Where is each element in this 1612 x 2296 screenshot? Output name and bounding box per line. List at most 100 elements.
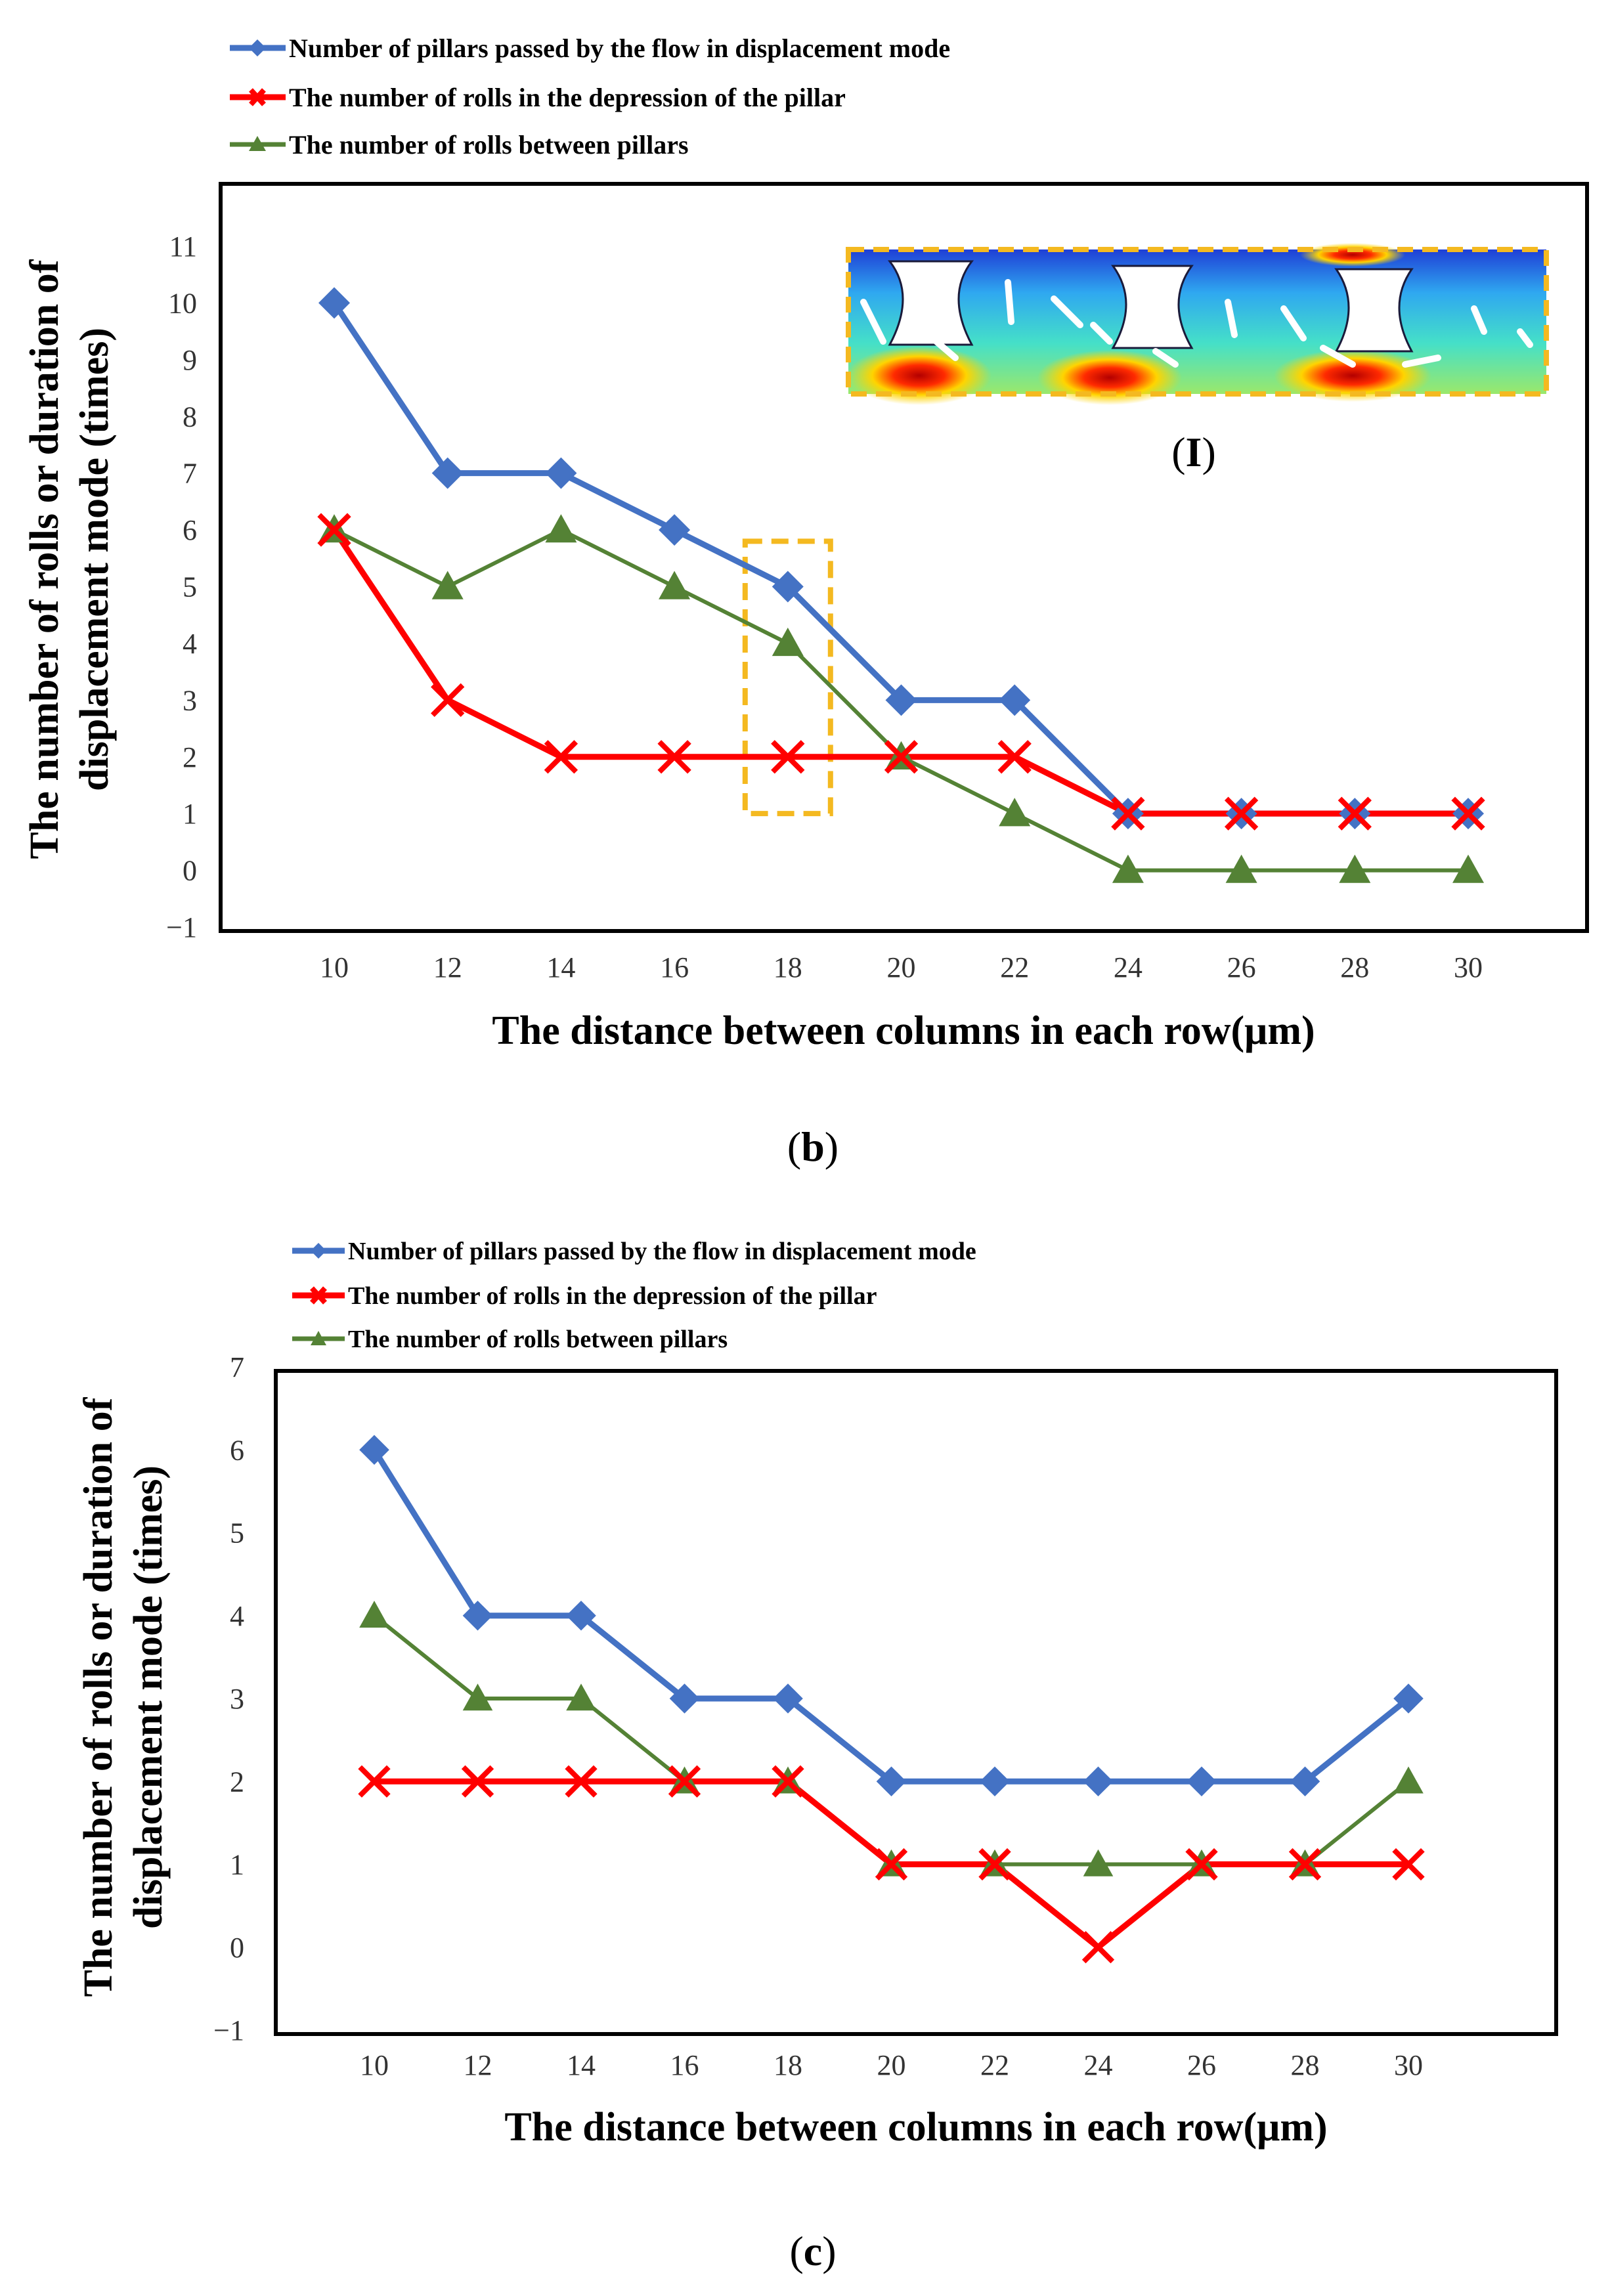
x-tick-label: 26 <box>1227 951 1256 984</box>
x-tick-label: 30 <box>1454 951 1483 984</box>
data-point-diamond <box>431 457 464 489</box>
y-tick-label: 8 <box>183 401 197 433</box>
x-axis-ticks-b: 10 12 14 16 18 20 22 24 26 28 30 <box>320 951 1483 984</box>
data-point-triangle <box>1339 854 1371 883</box>
data-point-triangle <box>1452 854 1484 883</box>
data-point-diamond <box>772 571 804 603</box>
data-point-triangle <box>659 571 691 599</box>
x-tick-label: 30 <box>1394 2049 1423 2081</box>
x-tick-label: 18 <box>773 951 802 984</box>
x-tick-label: 10 <box>360 2049 389 2081</box>
x-tick-label: 16 <box>660 951 689 984</box>
data-point-triangle <box>545 514 577 543</box>
y-axis-title-c: The number of rolls or duration of displ… <box>76 1397 171 1997</box>
data-point-diamond <box>999 684 1031 716</box>
inset-pillar <box>887 260 1414 353</box>
y-axis-ticks-c: 7 6 5 4 3 2 1 0 −1 <box>213 1351 244 2047</box>
data-point-x <box>997 740 1032 774</box>
series-line-diamond <box>372 1448 1410 1785</box>
y-tick-label: 6 <box>230 1434 244 1466</box>
x-axis-ticks-c: 10 12 14 16 18 20 22 24 26 28 30 <box>360 2049 1423 2081</box>
plot-area-c <box>274 1369 1558 2036</box>
data-point-diamond <box>1393 1683 1424 1714</box>
data-point-triangle <box>999 798 1031 827</box>
data-point-diamond <box>659 514 691 546</box>
legend-b-label-1: Number of pillars passed by the flow in … <box>289 33 950 63</box>
y-axis-title-b-line2: displacement mode (times) <box>72 328 117 791</box>
legend-c-item-1: Number of pillars passed by the flow in … <box>292 1238 976 1265</box>
data-point-x <box>668 1765 701 1798</box>
x-axis-title-b: The distance between columns in each row… <box>492 1008 1315 1053</box>
data-point-diamond <box>318 287 350 319</box>
legend-b-label-3: The number of rolls between pillars <box>289 130 689 160</box>
legend-c-item-2: The number of rolls in the depression of… <box>292 1282 877 1310</box>
x-tick-label: 14 <box>546 951 575 984</box>
data-point-x <box>884 740 919 774</box>
data-point-diamond <box>359 1435 389 1465</box>
data-point-x <box>978 1848 1011 1881</box>
x-tick-label: 28 <box>1291 2049 1320 2081</box>
data-point-x <box>1081 1931 1115 1964</box>
data-point-x <box>771 740 805 774</box>
y-tick-label: 9 <box>183 344 197 376</box>
x-tick-label: 14 <box>567 2049 596 2081</box>
data-point-triangle <box>1225 854 1257 883</box>
legend-c-item-3: The number of rolls between pillars <box>292 1326 728 1353</box>
series-line-triangle <box>373 1614 1410 1867</box>
y-tick-label: 4 <box>230 1600 244 1632</box>
data-point-x <box>1451 796 1485 831</box>
data-point-diamond <box>462 1600 493 1631</box>
data-point-x <box>1338 796 1372 831</box>
data-point-diamond <box>545 457 577 489</box>
x-tick-label: 16 <box>670 2049 699 2081</box>
data-point-x <box>1185 1848 1218 1881</box>
y-axis-title-b: The number of rolls or duration of displ… <box>22 259 117 859</box>
data-point-x <box>317 513 351 547</box>
y-tick-label: 1 <box>230 1849 244 1881</box>
y-tick-label: 10 <box>168 287 197 319</box>
y-tick-label: 0 <box>183 855 197 887</box>
data-point-x <box>1111 796 1145 831</box>
x-tick-label: 12 <box>464 2049 492 2081</box>
x-tick-label: 20 <box>887 951 916 984</box>
data-point-diamond <box>980 1766 1010 1797</box>
data-point-diamond <box>1187 1766 1217 1797</box>
data-point-x <box>1224 796 1259 831</box>
legend-c-label-3: The number of rolls between pillars <box>348 1326 728 1353</box>
y-tick-label: −1 <box>166 911 197 943</box>
series-line-x <box>332 528 1468 817</box>
data-point-triangle <box>1083 1849 1114 1876</box>
x-tick-label: 28 <box>1340 951 1369 984</box>
data-point-diamond <box>885 684 917 716</box>
y-tick-label: 3 <box>183 684 197 716</box>
y-axis-title-c-line1: The number of rolls or duration of <box>76 1397 121 1997</box>
data-point-x <box>358 1765 391 1798</box>
series-b <box>317 287 1485 883</box>
data-point-triangle <box>566 1683 596 1711</box>
data-point-x <box>565 1765 598 1798</box>
data-point-x <box>431 683 465 717</box>
y-tick-label: −1 <box>213 2014 244 2047</box>
y-tick-label: 7 <box>230 1351 244 1383</box>
x-tick-label: 24 <box>1114 951 1143 984</box>
chart-b: Number of pillars passed by the flow in … <box>22 33 1589 1170</box>
panel-label-c: (c) <box>789 2228 836 2274</box>
y-tick-label: 7 <box>183 458 197 490</box>
data-point-triangle <box>1393 1766 1424 1794</box>
plot-area-b <box>219 182 1589 933</box>
data-point-triangle <box>1112 854 1144 883</box>
y-tick-label: 1 <box>183 798 197 830</box>
data-point-triangle <box>462 1683 493 1711</box>
inset-cell <box>860 279 1533 368</box>
legend-b: Number of pillars passed by the flow in … <box>230 33 950 160</box>
legend-c-label-1: Number of pillars passed by the flow in … <box>348 1238 976 1265</box>
data-point-triangle <box>772 627 804 657</box>
data-point-diamond <box>876 1766 907 1797</box>
legend-b-item-2: The number of rolls in the depression of… <box>230 83 846 112</box>
x-axis-title-c: The distance between columns in each row… <box>504 2105 1327 2150</box>
x-tick-label: 10 <box>320 951 349 984</box>
chart-c: Number of pillars passed by the flow in … <box>76 1238 1558 2274</box>
x-tick-label: 22 <box>980 2049 1009 2081</box>
data-point-x <box>772 1765 804 1798</box>
